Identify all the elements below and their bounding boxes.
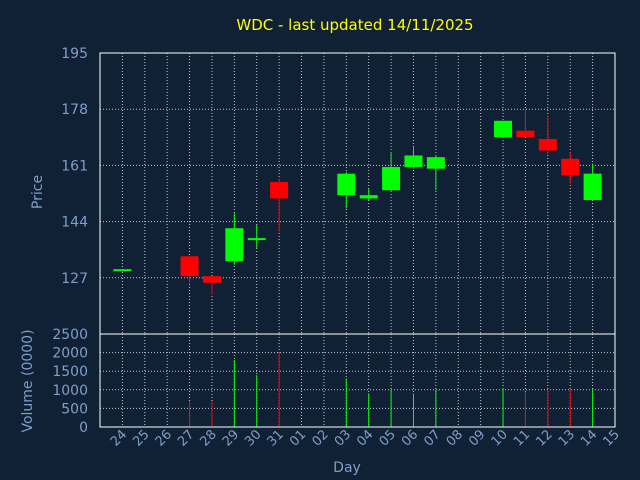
candle-body [516, 130, 535, 138]
price-axis-label: Price [30, 175, 46, 209]
candle-body [426, 157, 445, 169]
x-tick-label: 01 [287, 427, 309, 449]
candle-body [359, 195, 378, 199]
x-tick-label: 29 [220, 427, 242, 449]
x-tick-label: 28 [197, 427, 219, 449]
candle-body [494, 120, 513, 138]
chart-title: WDC - last updated 14/11/2025 [236, 16, 473, 34]
y-tick-labels: 127 144 161 178 195 0 500 1000 1500 2000 2500 [52, 46, 88, 436]
price-tick-label: 195 [61, 46, 88, 62]
volume-tick-label: 500 [61, 401, 88, 417]
x-tick-label: 04 [354, 427, 376, 449]
candle-body [202, 276, 221, 283]
volume-bars [189, 352, 594, 427]
candle-body [113, 269, 132, 272]
x-tick-label: 13 [556, 427, 578, 449]
x-tick-label: 30 [242, 427, 264, 449]
x-tick-label: 06 [399, 427, 421, 449]
candle-body [538, 138, 557, 151]
price-tick-label: 178 [61, 102, 88, 118]
x-tick-label: 31 [265, 427, 287, 449]
x-tick-label: 07 [421, 427, 443, 449]
volume-tick-label: 2000 [52, 346, 88, 362]
x-tick-label: 15 [601, 427, 623, 449]
volume-grid [100, 333, 615, 428]
volume-tick-label: 1500 [52, 364, 88, 380]
candle-body [247, 238, 266, 241]
x-tick-label: 24 [108, 427, 130, 449]
candle-body [180, 256, 199, 277]
candles [113, 109, 602, 295]
volume-panel-frame [99, 333, 616, 428]
price-tick-label: 127 [61, 271, 88, 287]
x-tick-label: 27 [175, 427, 197, 449]
x-tick-labels: 24 25 26 27 28 29 30 31 01 02 03 04 05 06 07 08 09 10 11 12… [108, 427, 623, 449]
price-grid [100, 52, 615, 334]
x-tick-label: 11 [511, 427, 533, 449]
panel-frames [99, 52, 616, 428]
x-tick-label: 03 [332, 427, 354, 449]
candle-body [337, 173, 356, 196]
volume-tick-label: 2500 [52, 327, 88, 343]
candle-body [382, 167, 401, 191]
x-axis-label: Day [333, 460, 361, 476]
x-tick-label: 10 [489, 427, 511, 449]
candle-body [225, 228, 244, 262]
x-tick-label: 02 [309, 427, 331, 449]
candle-body [404, 155, 423, 168]
price-panel-frame [99, 52, 616, 335]
volume-tick-label: 1000 [52, 383, 88, 399]
x-tick-label: 25 [130, 427, 152, 449]
price-tick-label: 144 [61, 215, 88, 231]
candle-body [583, 173, 602, 201]
volume-axis-label: Volume (0000) [20, 329, 36, 432]
volume-tick-label: 0 [79, 420, 88, 436]
x-tick-label: 08 [444, 427, 466, 449]
x-tick-label: 05 [377, 427, 399, 449]
x-tick-label: 09 [466, 427, 488, 449]
x-tick-label: 12 [533, 427, 555, 449]
candle-body [270, 181, 289, 199]
x-tick-label: 26 [153, 427, 175, 449]
candle-body [561, 158, 580, 176]
x-tick-label: 14 [578, 427, 600, 449]
price-tick-label: 161 [61, 158, 88, 174]
